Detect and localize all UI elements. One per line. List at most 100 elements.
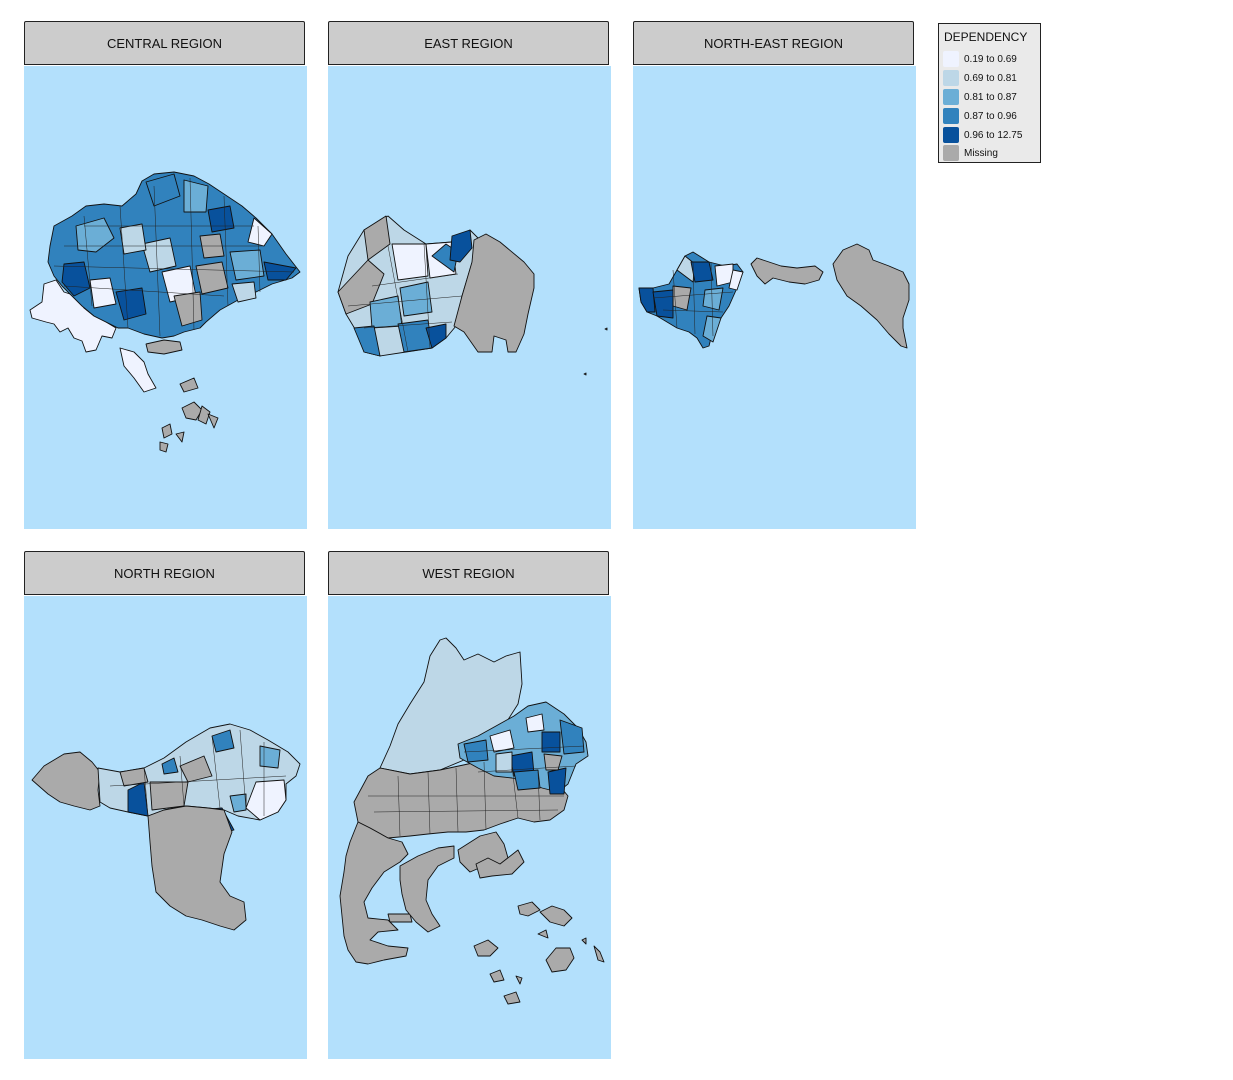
east-area-1 (363, 215, 391, 261)
legend-swatch (943, 127, 959, 143)
west-tuas (339, 821, 409, 965)
west-isle-3 (473, 939, 499, 957)
legend-label: 0.81 to 0.87 (964, 91, 1017, 103)
island-e (207, 413, 219, 429)
legend-swatch (943, 145, 959, 161)
panel-title: EAST REGION (328, 21, 609, 65)
legend-title: DEPENDENCY (944, 30, 1028, 44)
west-area-10 (543, 753, 563, 771)
tuas-jetty (387, 913, 413, 923)
legend-item: 0.81 to 0.87 (943, 89, 1017, 105)
east-area-9 (425, 323, 447, 349)
region-g (195, 261, 229, 295)
choropleth-west (339, 637, 605, 1005)
map-north (24, 596, 307, 1059)
region-d (115, 287, 147, 321)
choropleth-north-east (638, 243, 910, 349)
panel-title: CENTRAL REGION (24, 21, 305, 65)
west-isle-2 (539, 905, 573, 927)
region-q (231, 281, 257, 303)
island-d (197, 405, 211, 425)
east-area-6 (449, 229, 473, 263)
legend-item: Missing (943, 145, 998, 161)
west-isle-8 (537, 929, 549, 939)
region-m (207, 205, 235, 233)
north-area-8 (211, 729, 235, 753)
west-isle-5 (593, 945, 605, 963)
map-central (24, 66, 307, 529)
legend-item: 0.87 to 0.96 (943, 108, 1017, 124)
region-n (173, 291, 203, 327)
region-i (263, 261, 297, 281)
map-north-east (633, 66, 916, 529)
region-b (61, 261, 91, 297)
north-area-5 (161, 757, 179, 775)
north-catchment (147, 805, 247, 931)
west-area-2 (489, 729, 515, 753)
island-h (159, 441, 169, 453)
region-o (119, 223, 147, 255)
west-area-4 (513, 769, 541, 791)
east-area-2 (337, 259, 385, 315)
west-area-9 (495, 751, 513, 773)
jurong-island (399, 845, 455, 933)
west-area-8 (547, 767, 567, 795)
west-isle-10 (581, 937, 587, 945)
choropleth-east (337, 215, 608, 376)
region-e (141, 237, 177, 273)
ne-area-1 (638, 287, 656, 313)
legend-label: 0.19 to 0.69 (964, 53, 1017, 65)
island-f (161, 423, 173, 439)
west-area-7 (559, 719, 585, 755)
west-isle-4 (545, 947, 575, 973)
legend-label: 0.69 to 0.81 (964, 72, 1017, 84)
choropleth-north (31, 723, 301, 931)
east-changi (453, 233, 535, 353)
legend-item: 0.19 to 0.69 (943, 51, 1017, 67)
island-sentosa (145, 339, 183, 355)
legend-label: 0.96 to 12.75 (964, 129, 1023, 141)
ne-area-3 (690, 261, 714, 283)
west-area-6 (525, 713, 545, 733)
west-isle-6 (489, 969, 505, 983)
east-area-11 (399, 281, 433, 317)
region-c (89, 277, 117, 309)
island-b (179, 377, 199, 393)
west-isle-7 (503, 991, 521, 1005)
pulau-ubin (750, 257, 824, 285)
ne-area-5 (728, 269, 744, 291)
legend-swatch (943, 51, 959, 67)
east-area-3 (391, 243, 429, 281)
ne-area-6 (702, 287, 724, 311)
legend-label: Missing (964, 147, 998, 159)
map-legend: DEPENDENCY 0.19 to 0.69 0.69 to 0.81 0.8… (938, 23, 1041, 163)
legend-item: 0.69 to 0.81 (943, 70, 1017, 86)
legend-item: 0.96 to 12.75 (943, 127, 1022, 143)
east-area-7 (369, 295, 403, 329)
island-g (175, 431, 185, 443)
legend-swatch (943, 70, 959, 86)
pulau-tekong (832, 243, 910, 349)
choropleth-central (29, 171, 301, 453)
ne-area-9 (702, 315, 722, 343)
east-islet-a (604, 327, 608, 331)
legend-label: 0.87 to 0.96 (964, 110, 1017, 122)
east-islet-b (583, 372, 587, 376)
west-isle-9 (515, 975, 523, 985)
map-west (328, 596, 611, 1059)
legend-swatch (943, 89, 959, 105)
east-area-10 (353, 325, 381, 357)
west-isle-1 (517, 901, 541, 917)
jurong-island-south (475, 849, 525, 879)
north-area-9 (259, 745, 281, 769)
region-l (183, 179, 209, 213)
west-area-1 (463, 739, 489, 763)
island-a (119, 347, 157, 393)
north-area-7 (179, 755, 213, 783)
map-east (328, 66, 611, 529)
north-area-6 (119, 767, 149, 787)
legend-swatch (943, 108, 959, 124)
panel-title: WEST REGION (328, 551, 609, 595)
panel-title: NORTH-EAST REGION (633, 21, 914, 65)
panel-title: NORTH REGION (24, 551, 305, 595)
